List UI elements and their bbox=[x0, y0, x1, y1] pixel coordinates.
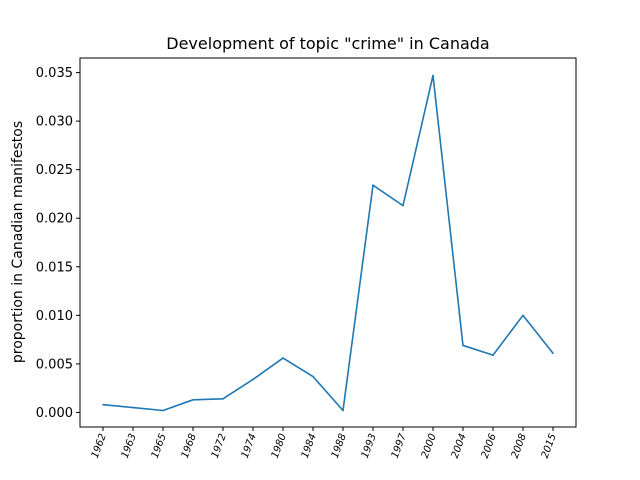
data-point bbox=[462, 344, 464, 347]
y-tick-label: 0.010 bbox=[36, 309, 73, 324]
x-tick-label: 1974 bbox=[240, 432, 259, 460]
data-point bbox=[492, 354, 494, 356]
y-tick-label: 0.000 bbox=[36, 406, 73, 421]
data-point bbox=[372, 184, 374, 187]
x-tick-label: 2000 bbox=[420, 432, 439, 460]
data-point bbox=[252, 378, 254, 381]
y-tick-label: 0.025 bbox=[36, 163, 73, 178]
data-point bbox=[102, 403, 104, 406]
data-point bbox=[432, 74, 434, 77]
x-tick-label: 2015 bbox=[540, 432, 559, 460]
x-tick-label: 1972 bbox=[210, 432, 229, 460]
x-tick-label: 1980 bbox=[270, 432, 289, 460]
data-point bbox=[132, 406, 134, 409]
data-point bbox=[342, 409, 344, 412]
y-tick-label: 0.005 bbox=[36, 357, 73, 372]
chart-title: Development of topic "crime" in Canada bbox=[166, 34, 489, 53]
x-tick-label: 1988 bbox=[330, 432, 349, 460]
x-tick-label: 2006 bbox=[480, 432, 499, 460]
x-tick-label: 1962 bbox=[90, 432, 109, 460]
data-point bbox=[402, 204, 404, 207]
series-group bbox=[102, 74, 554, 412]
data-point bbox=[192, 399, 194, 401]
data-point bbox=[162, 409, 164, 412]
y-axis-label: proportion in Canadian manifestos bbox=[10, 121, 26, 363]
y-tick-label: 0.015 bbox=[36, 260, 73, 275]
series-line bbox=[102, 74, 554, 412]
y-tick-label: 0.030 bbox=[36, 115, 73, 130]
x-tick-label: 1984 bbox=[300, 432, 319, 460]
y-axis: 0.000 0.005 0.010 0.015 0.020 0.025 0.030 0.035 bbox=[36, 66, 80, 421]
plot-frame bbox=[79, 57, 577, 428]
x-tick-label: 1997 bbox=[390, 432, 409, 460]
data-point bbox=[282, 357, 284, 359]
y-tick-label: 0.020 bbox=[36, 212, 73, 227]
data-point bbox=[222, 398, 224, 400]
x-tick-label: 2004 bbox=[450, 432, 469, 460]
data-point bbox=[522, 314, 524, 317]
x-tick-label: 1965 bbox=[150, 432, 169, 460]
x-tick-label: 1963 bbox=[120, 432, 139, 460]
data-point bbox=[552, 352, 554, 355]
x-tick-label: 1993 bbox=[360, 432, 379, 460]
x-tick-label: 1968 bbox=[180, 432, 199, 460]
x-axis: 1962 1963 1965 1968 1972 1974 1980 1984 1988 1993… bbox=[90, 427, 559, 460]
x-tick-label: 2008 bbox=[510, 432, 529, 460]
data-point bbox=[312, 375, 314, 378]
y-tick-label: 0.035 bbox=[36, 66, 73, 81]
